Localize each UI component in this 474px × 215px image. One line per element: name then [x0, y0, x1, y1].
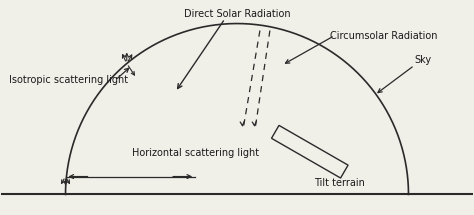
- Text: Sky: Sky: [414, 55, 432, 65]
- Text: Direct Solar Radiation: Direct Solar Radiation: [184, 9, 290, 19]
- Text: Horizontal scattering light: Horizontal scattering light: [132, 148, 259, 158]
- Text: Circumsolar Radiation: Circumsolar Radiation: [330, 31, 437, 40]
- Text: Isotropic scattering light: Isotropic scattering light: [9, 75, 128, 85]
- Text: Tilt terrain: Tilt terrain: [314, 178, 365, 187]
